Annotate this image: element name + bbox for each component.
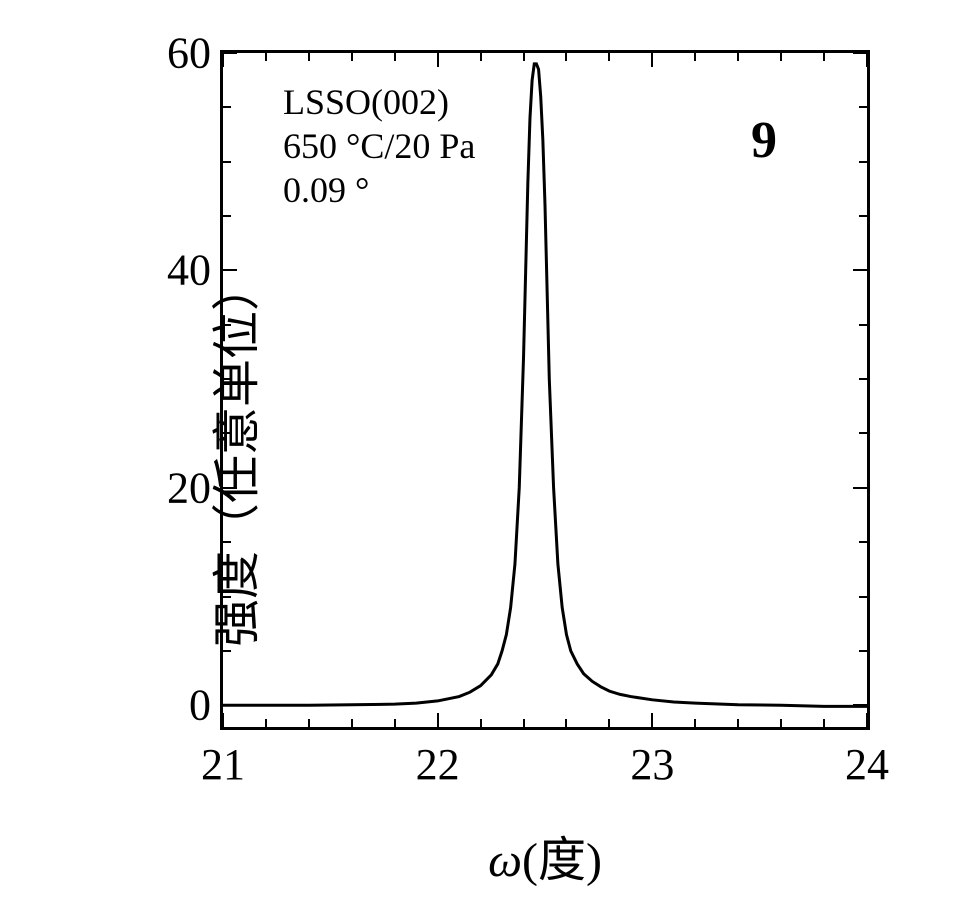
axis-tick: [859, 596, 867, 598]
axis-tick: [223, 106, 231, 108]
axis-tick: [223, 432, 231, 434]
axis-tick: [308, 719, 310, 727]
curve-path: [223, 64, 867, 706]
axis-tick: [265, 719, 267, 727]
plot-area: LSSO(002) 650 °C/20 Pa 0.09 ° 9 0 20 40 …: [220, 50, 870, 730]
axis-tick: [780, 719, 782, 727]
axis-tick: [223, 596, 231, 598]
axis-tick: [223, 324, 231, 326]
axis-tick: [565, 719, 567, 727]
y-tick-label: 20: [131, 462, 211, 513]
axis-tick: [223, 215, 231, 217]
axis-tick: [480, 719, 482, 727]
axis-tick: [859, 541, 867, 543]
axis-tick: [866, 713, 868, 727]
axis-tick: [351, 719, 353, 727]
axis-tick: [651, 713, 653, 727]
x-tick-label: 21: [201, 739, 245, 790]
axis-tick: [223, 487, 237, 489]
axis-tick: [223, 161, 231, 163]
chart-container: 强度（任意单位） LSSO(002) 650 °C/20 Pa 0.09 ° 9…: [50, 30, 920, 880]
axis-tick: [859, 650, 867, 652]
axis-tick: [223, 52, 237, 54]
x-tick-label: 22: [416, 739, 460, 790]
y-tick-label: 60: [131, 28, 211, 79]
axis-tick: [222, 713, 224, 727]
axis-tick: [351, 53, 353, 61]
axis-tick: [651, 53, 653, 67]
axis-tick: [859, 215, 867, 217]
axis-tick: [780, 53, 782, 61]
axis-tick: [308, 53, 310, 61]
axis-tick: [859, 432, 867, 434]
axis-tick: [853, 704, 867, 706]
axis-tick: [223, 541, 231, 543]
axis-tick: [853, 487, 867, 489]
axis-tick: [565, 53, 567, 61]
axis-tick: [222, 53, 224, 67]
axis-tick: [394, 53, 396, 61]
axis-tick: [859, 106, 867, 108]
axis-tick: [608, 719, 610, 727]
axis-tick: [737, 53, 739, 61]
axis-tick: [737, 719, 739, 727]
x-tick-label: 23: [630, 739, 674, 790]
axis-tick: [523, 53, 525, 61]
axis-tick: [523, 719, 525, 727]
x-axis-var: ω: [488, 834, 522, 887]
axis-tick: [694, 53, 696, 61]
axis-tick: [866, 53, 868, 67]
axis-tick: [223, 704, 237, 706]
axis-tick: [823, 719, 825, 727]
axis-tick: [223, 378, 231, 380]
axis-tick: [265, 53, 267, 61]
axis-tick: [853, 52, 867, 54]
y-tick-label: 0: [131, 680, 211, 731]
y-tick-label: 40: [131, 245, 211, 296]
curve-svg: [223, 53, 867, 727]
x-tick-label: 24: [845, 739, 889, 790]
axis-tick: [394, 719, 396, 727]
axis-tick: [823, 53, 825, 61]
x-axis-label: ω(度): [488, 820, 602, 890]
axis-tick: [437, 713, 439, 727]
axis-tick: [223, 269, 237, 271]
axis-tick: [694, 719, 696, 727]
axis-tick: [608, 53, 610, 61]
axis-tick: [859, 161, 867, 163]
axis-tick: [480, 53, 482, 61]
axis-tick: [223, 650, 231, 652]
x-axis-unit: (度): [522, 834, 602, 887]
axis-tick: [437, 53, 439, 67]
axis-tick: [859, 324, 867, 326]
axis-tick: [853, 269, 867, 271]
axis-tick: [859, 378, 867, 380]
